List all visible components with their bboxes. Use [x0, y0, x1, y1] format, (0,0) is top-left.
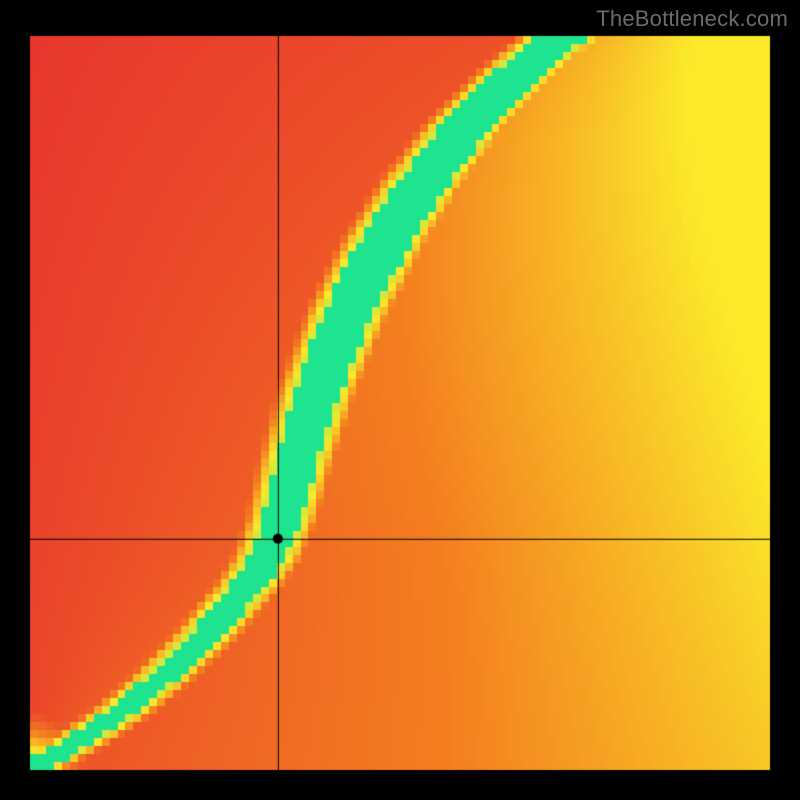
- watermark-text: TheBottleneck.com: [596, 6, 788, 32]
- heatmap-canvas: [0, 0, 800, 800]
- chart-container: TheBottleneck.com: [0, 0, 800, 800]
